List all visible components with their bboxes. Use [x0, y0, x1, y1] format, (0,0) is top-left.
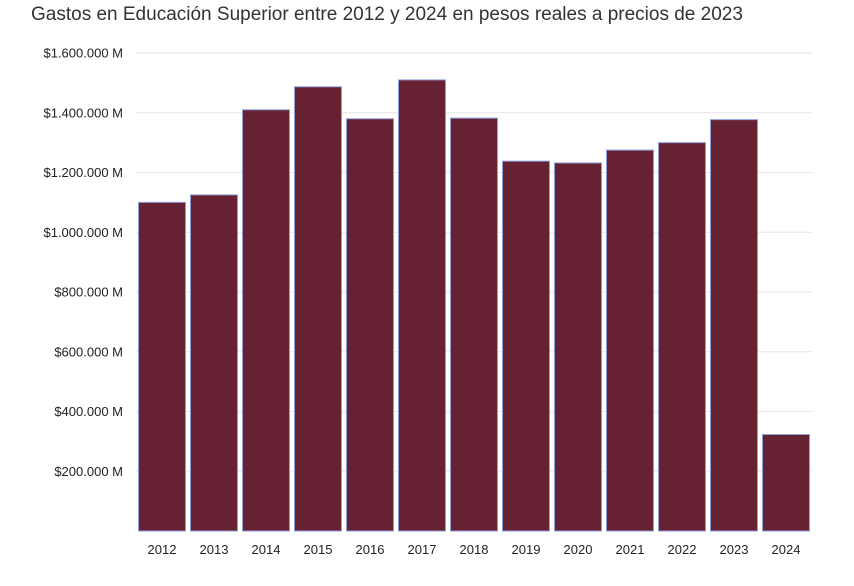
bar-2014 [242, 109, 290, 532]
bar-2020 [554, 162, 602, 532]
bar-2018 [450, 117, 498, 532]
bar-2019 [502, 160, 550, 532]
x-tick-label: 2015 [304, 542, 333, 557]
bar-2016 [346, 118, 394, 532]
x-tick-label: 2012 [148, 542, 177, 557]
bar-2023 [710, 119, 758, 532]
y-tick-label: $1.600.000 M [43, 46, 123, 61]
x-tick-label: 2019 [512, 542, 541, 557]
bar-2012 [138, 201, 186, 532]
y-tick-label: $1.000.000 M [43, 225, 123, 240]
x-tick-label: 2014 [252, 542, 281, 557]
x-tick-label: 2020 [564, 542, 593, 557]
x-tick-label: 2022 [668, 542, 697, 557]
x-tick-label: 2017 [408, 542, 437, 557]
bar-2017 [398, 79, 446, 532]
y-axis: $200.000 M $400.000 M $600.000 M $800.000 M… [43, 46, 123, 479]
bars [138, 79, 810, 532]
bar-2021 [606, 149, 654, 532]
bar-2022 [658, 142, 706, 532]
bar-2013 [190, 194, 238, 532]
bar-2024 [762, 434, 810, 532]
chart-title: Gastos en Educación Superior entre 2012 … [31, 4, 743, 25]
y-tick-label: $400.000 M [54, 404, 123, 419]
x-tick-label: 2024 [772, 542, 801, 557]
x-tick-label: 2013 [200, 542, 229, 557]
y-tick-label: $800.000 M [54, 285, 123, 300]
y-tick-label: $200.000 M [54, 464, 123, 479]
y-tick-label: $1.400.000 M [43, 105, 123, 120]
x-axis: 2012 2013 2014 2015 2016 2017 2018 2019 2020 2021… [148, 542, 801, 557]
x-tick-label: 2023 [720, 542, 749, 557]
y-tick-label: $1.200.000 M [43, 165, 123, 180]
bar-2015 [294, 86, 342, 532]
x-tick-label: 2018 [460, 542, 489, 557]
x-tick-label: 2016 [356, 542, 385, 557]
y-tick-label: $600.000 M [54, 344, 123, 359]
x-tick-label: 2021 [616, 542, 645, 557]
